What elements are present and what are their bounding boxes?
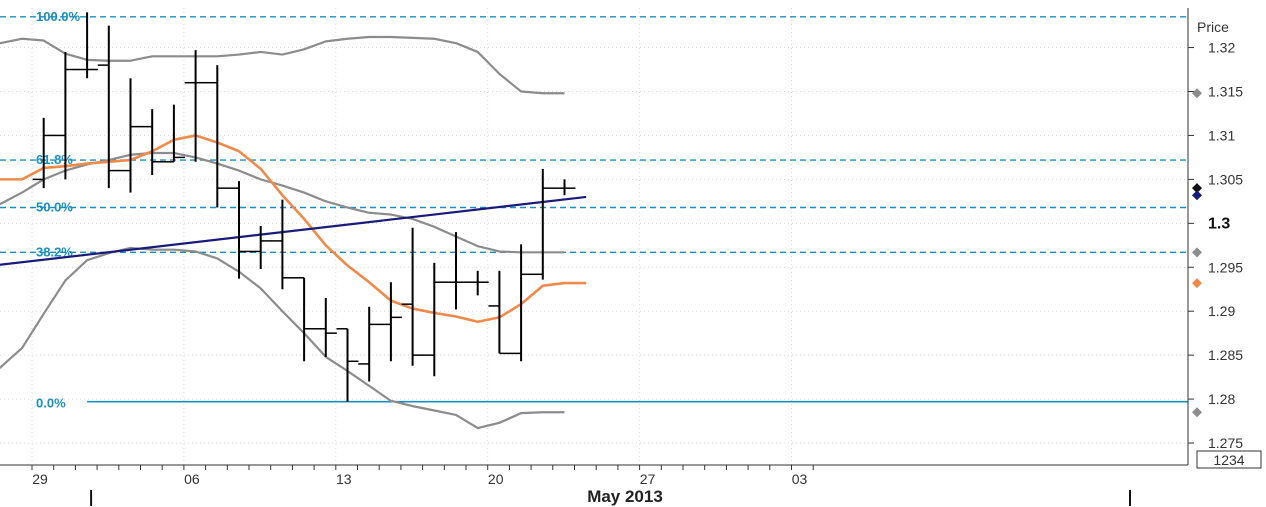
- ohlc-bar: [54, 51, 77, 180]
- fib-label: 100.0%: [36, 9, 81, 24]
- corner-label: 1234: [1213, 452, 1244, 468]
- price-marker: [1192, 278, 1202, 289]
- x-tick-label: 27: [640, 471, 656, 487]
- x-tick-label: 06: [184, 471, 200, 487]
- y-tick-label: 1.285: [1208, 347, 1243, 363]
- ohlc-bar: [379, 282, 402, 362]
- x-tick-label: 29: [32, 471, 48, 487]
- y-tick-label: 1.315: [1208, 83, 1243, 99]
- price-marker: [1192, 190, 1202, 201]
- axes: 1.32 1.315 1.31 1.305 1.3 1.295 1.29 1.285 1.28 1…: [0, 8, 1243, 506]
- fib-label: 61.8%: [36, 152, 73, 167]
- ohlc-bar: [97, 25, 120, 189]
- y-axis-title: Price: [1197, 19, 1229, 35]
- y-tick-label: 1.29: [1208, 303, 1235, 319]
- ohlc-bar: [553, 179, 576, 196]
- indicator-lines: [0, 35, 587, 430]
- ohlc-bar: [206, 65, 229, 208]
- ohlc-bar: [423, 262, 446, 377]
- fib-label: 38.2%: [36, 244, 73, 259]
- fibonacci-levels: 100.0% 61.8% 50.0% 38.2% 0.0%: [0, 9, 1188, 411]
- price-marker: [1192, 88, 1202, 99]
- ohlc-bar: [141, 109, 164, 175]
- ohlc-bar: [401, 227, 424, 366]
- y-tick-label: 1.305: [1208, 171, 1243, 187]
- y-tick-label: 1.32: [1208, 40, 1235, 56]
- ohlc-bar: [228, 181, 250, 279]
- ohlc-bar: [119, 78, 142, 193]
- x-tick-label: 03: [792, 471, 808, 487]
- ohlc-bar: [293, 277, 316, 362]
- price-marker: [1192, 183, 1202, 194]
- series-ma_short: [0, 134, 587, 324]
- ohlc-bar: [32, 117, 55, 189]
- ohlc-bar: [336, 328, 359, 402]
- x-tick-label: 20: [488, 471, 504, 487]
- ohlc-bar: [314, 298, 337, 357]
- ohlc-bar: [510, 244, 533, 362]
- ohlc-bar: [184, 50, 207, 162]
- y-tick-label: 1.295: [1208, 259, 1243, 275]
- ohlc-bar: [76, 12, 99, 79]
- month-label: May 2013: [587, 487, 663, 506]
- price-marker: [1192, 407, 1202, 418]
- y-tick-label: 1.275: [1208, 435, 1243, 451]
- ohlc-bar: [488, 270, 511, 355]
- x-tick-label: 13: [336, 471, 352, 487]
- grid-layer: [0, 8, 1188, 465]
- fib-label: 50.0%: [36, 199, 73, 214]
- ohlc-bar: [358, 306, 381, 382]
- ohlc-bar: [531, 168, 554, 280]
- ohlc-bar: [249, 225, 272, 270]
- series-bb_upper: [0, 35, 565, 95]
- ohlc-bar: [466, 270, 489, 296]
- ohlc-bar: [445, 232, 467, 310]
- fib-label: 0.0%: [36, 396, 66, 411]
- ohlc-bar: [162, 104, 185, 163]
- y-tick-label: 1.31: [1208, 127, 1235, 143]
- ohlc-bar: [271, 199, 294, 290]
- ohlc-bars: [32, 12, 576, 402]
- corner-box: [1196, 450, 1262, 469]
- y-tick-label: 1.28: [1208, 391, 1235, 407]
- series-bb_lower: [0, 246, 565, 430]
- price-marker: [1192, 247, 1202, 258]
- y-tick-label: 1.3: [1208, 215, 1230, 232]
